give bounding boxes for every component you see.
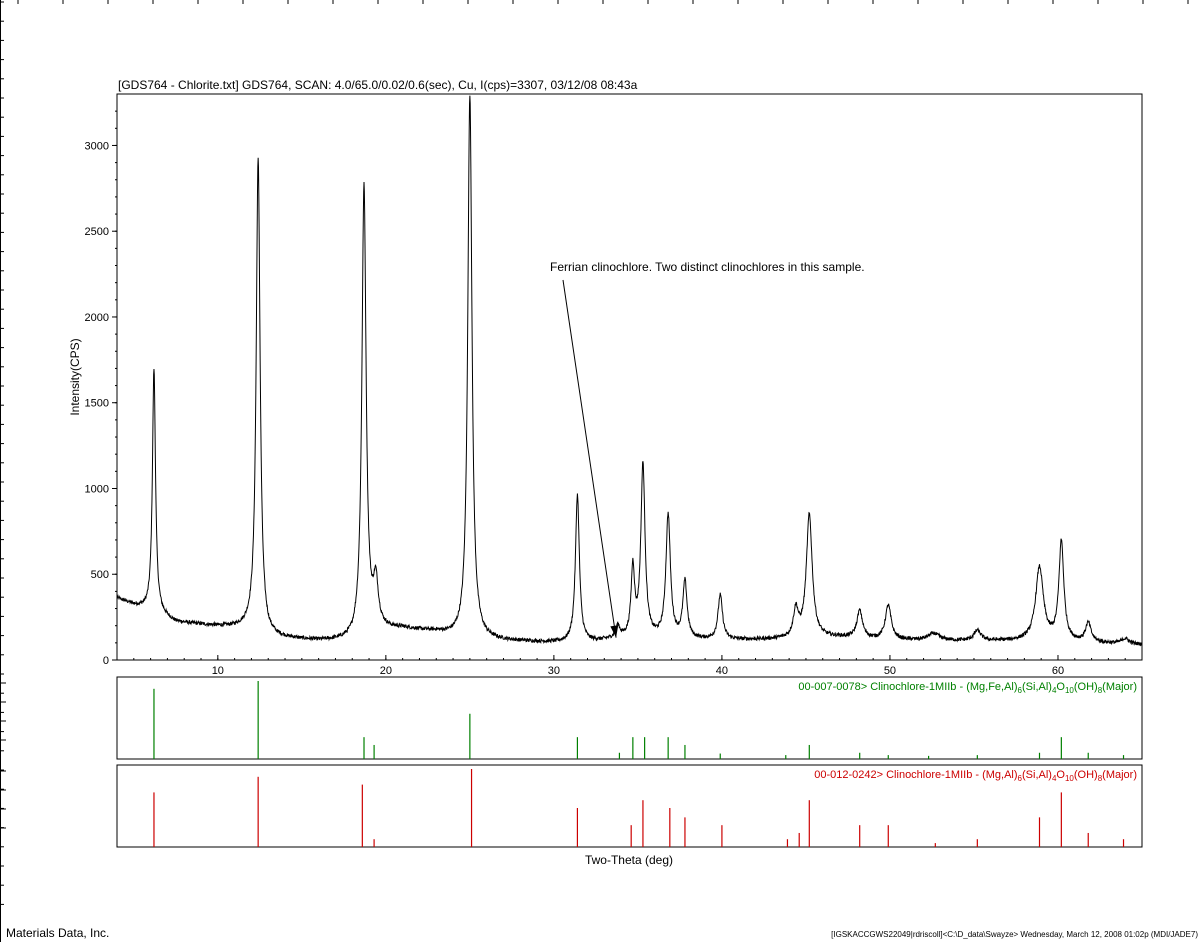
x-tick-label: 50 [884, 665, 896, 677]
footer-company: Materials Data, Inc. [6, 926, 110, 940]
left-edge-ruler [0, 0, 6, 942]
annotation-arrow-line [562, 279, 617, 638]
y-tick-label: 2000 [85, 312, 109, 324]
reference-label: 00-012-0242> Clinochlore-1MIIb - (Mg,Al)… [814, 769, 1137, 783]
reference-panel-2-frame [116, 764, 1143, 848]
y-tick-label: 1500 [85, 398, 109, 410]
diffraction-pattern-line [116, 95, 1143, 647]
annotation-arrow [562, 279, 619, 638]
y-tick-label: 3000 [85, 140, 109, 152]
x-axis-label: Two-Theta (deg) [585, 853, 673, 867]
x-tick-label: 10 [212, 665, 224, 677]
x-tick-label: 40 [716, 665, 728, 677]
main-plot-frame [116, 93, 1143, 661]
y-tick-label: 500 [91, 569, 109, 581]
main-plot-area: 0 500 1000 1500 2000 2500 3000 10 20 30 40 50 60 [85, 95, 1143, 677]
y-axis-label: Intensity(CPS) [68, 338, 82, 415]
annotation-arrow-head [610, 625, 619, 638]
x-tick-label: 60 [1052, 665, 1064, 677]
reference-panel-1: 00-007-0078> Clinochlore-1MIIb - (Mg,Fe,… [153, 681, 1137, 759]
x-tick-label: 30 [548, 665, 560, 677]
reference-label: 00-007-0078> Clinochlore-1MIIb - (Mg,Fe,… [798, 681, 1137, 695]
footer-status: [IGSKACCGWS22049|rdriscoll]<C:\D_data\Sw… [831, 930, 1198, 939]
reference-panel-2: 00-012-0242> Clinochlore-1MIIb - (Mg,Al)… [153, 769, 1137, 847]
top-edge-ruler [17, 0, 1189, 4]
annotation-text: Ferrian clinochlore. Two distinct clinoc… [550, 260, 865, 274]
y-tick-label: 2500 [85, 226, 109, 238]
y-tick-label: 1000 [85, 483, 109, 495]
reference-panel-1-frame [116, 676, 1143, 760]
chart-title: [GDS764 - Chlorite.txt] GDS764, SCAN: 4.… [118, 78, 638, 92]
x-tick-label: 20 [380, 665, 392, 677]
y-tick-label: 0 [103, 655, 109, 667]
